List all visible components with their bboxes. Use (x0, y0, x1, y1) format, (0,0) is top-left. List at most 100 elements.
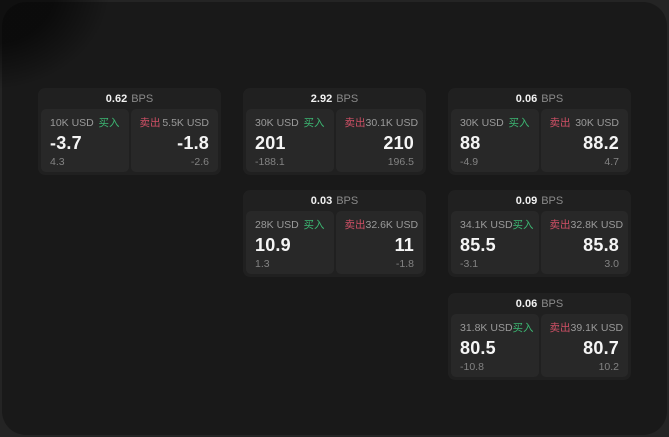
sell-price: 85.8 (583, 235, 619, 256)
quote-card: 0.06 BPS 30K USD 买入 88 -4.9 卖出 30K USD (448, 88, 631, 175)
spread-value: 2.92 (310, 92, 333, 105)
buy-tile-top: 30K USD 买入 (460, 115, 530, 130)
spread-value: 0.06 (515, 92, 538, 105)
sell-side-label: 卖出 (139, 117, 161, 129)
quote-card: 2.92 BPS 30K USD 买入 201 -188.1 卖出 30.1K … (243, 88, 426, 175)
sell-tile-top: 卖出 5.5K USD (140, 115, 210, 130)
quote-card: 0.03 BPS 28K USD 买入 10.9 1.3 卖出 32.6K US… (243, 190, 426, 277)
spread-unit-label: BPS (336, 194, 359, 207)
spread-header: 0.09 BPS (451, 190, 628, 211)
buy-tile[interactable]: 30K USD 买入 201 -188.1 (246, 109, 334, 172)
sell-tile[interactable]: 卖出 5.5K USD -1.8 -2.6 (130, 109, 218, 172)
buy-amount: 31.8K USD (460, 321, 513, 334)
quote-body: 34.1K USD 买入 85.5 -3.1 卖出 32.8K USD 85.8… (451, 211, 628, 274)
buy-price: 10.9 (255, 235, 291, 256)
sell-side-label: 卖出 (549, 219, 571, 231)
buy-tile[interactable]: 30K USD 买入 88 -4.9 (451, 109, 539, 172)
sell-tile[interactable]: 卖出 32.6K USD 11 -1.8 (335, 211, 423, 274)
spread-unit-label: BPS (541, 194, 564, 207)
sell-tile-top: 卖出 32.6K USD (344, 217, 419, 232)
buy-tile[interactable]: 28K USD 买入 10.9 1.3 (246, 211, 334, 274)
buy-side-label: 买入 (303, 219, 325, 231)
quote-body: 28K USD 买入 10.9 1.3 卖出 32.6K USD 11 -1.8 (246, 211, 423, 274)
spread-header: 0.03 BPS (246, 190, 423, 211)
sell-price: 88.2 (583, 133, 619, 154)
buy-tile-top: 10K USD 买入 (50, 115, 120, 130)
sell-side-label: 卖出 (344, 219, 366, 231)
buy-side-label: 买入 (98, 117, 120, 129)
sell-amount: 30K USD (575, 116, 619, 129)
buy-tile[interactable]: 34.1K USD 买入 85.5 -3.1 (451, 211, 539, 274)
buy-side-label: 买入 (303, 117, 325, 129)
quote-body: 30K USD 买入 201 -188.1 卖出 30.1K USD 210 1… (246, 109, 423, 172)
buy-price: 201 (255, 133, 286, 154)
sell-price: 210 (383, 133, 414, 154)
sell-amount: 32.8K USD (570, 218, 624, 231)
sell-delta: -1.8 (395, 257, 414, 270)
quote-card: 0.09 BPS 34.1K USD 买入 85.5 -3.1 卖出 32.8K… (448, 190, 631, 277)
buy-tile[interactable]: 10K USD 买入 -3.7 4.3 (41, 109, 129, 172)
quote-body: 31.8K USD 买入 80.5 -10.8 卖出 39.1K USD 80.… (451, 314, 628, 377)
buy-amount: 34.1K USD (460, 218, 513, 231)
sell-price: 11 (394, 235, 414, 256)
spread-value: 0.03 (310, 194, 333, 207)
spread-header: 0.06 BPS (451, 88, 628, 109)
buy-tile-top: 30K USD 买入 (255, 115, 325, 130)
sell-delta: 196.5 (387, 155, 414, 168)
spread-value: 0.09 (515, 194, 538, 207)
spread-value: 0.62 (105, 92, 128, 105)
sell-delta: 10.2 (598, 360, 619, 373)
spread-header: 0.06 BPS (451, 293, 628, 314)
sell-tile[interactable]: 卖出 32.8K USD 85.8 3.0 (540, 211, 628, 274)
sell-tile-top: 卖出 30.1K USD (344, 115, 419, 130)
buy-delta: 1.3 (255, 257, 270, 270)
spread-unit-label: BPS (131, 92, 154, 105)
sell-tile[interactable]: 卖出 30.1K USD 210 196.5 (335, 109, 423, 172)
sell-tile-top: 卖出 39.1K USD (549, 320, 624, 335)
sell-tile[interactable]: 卖出 39.1K USD 80.7 10.2 (540, 314, 628, 377)
buy-amount: 10K USD (50, 116, 94, 129)
sell-side-label: 卖出 (344, 117, 366, 129)
buy-price: 85.5 (460, 235, 496, 256)
buy-price: 80.5 (460, 338, 496, 359)
sell-side-label: 卖出 (549, 117, 571, 129)
quote-body: 10K USD 买入 -3.7 4.3 卖出 5.5K USD -1.8 -2.… (41, 109, 218, 172)
sell-side-label: 卖出 (549, 322, 571, 334)
sell-delta: 4.7 (604, 155, 619, 168)
spread-header: 2.92 BPS (246, 88, 423, 109)
buy-delta: -10.8 (460, 360, 484, 373)
buy-amount: 30K USD (255, 116, 299, 129)
buy-delta: 4.3 (50, 155, 65, 168)
buy-amount: 30K USD (460, 116, 504, 129)
spread-unit-label: BPS (541, 297, 564, 310)
spread-value: 0.06 (515, 297, 538, 310)
buy-tile-top: 31.8K USD 买入 (460, 320, 534, 335)
sell-price: -1.8 (177, 133, 209, 154)
buy-price: -3.7 (50, 133, 82, 154)
buy-delta: -3.1 (460, 257, 479, 270)
sell-amount: 5.5K USD (162, 116, 209, 129)
quote-card: 0.62 BPS 10K USD 买入 -3.7 4.3 卖出 5.5K USD (38, 88, 221, 175)
buy-tile-top: 34.1K USD 买入 (460, 217, 534, 232)
spread-header: 0.62 BPS (41, 88, 218, 109)
buy-amount: 28K USD (255, 218, 299, 231)
sell-amount: 39.1K USD (570, 321, 624, 334)
sell-tile[interactable]: 卖出 30K USD 88.2 4.7 (540, 109, 628, 172)
sell-delta: 3.0 (604, 257, 619, 270)
buy-side-label: 买入 (512, 219, 534, 231)
buy-side-label: 买入 (508, 117, 530, 129)
buy-tile[interactable]: 31.8K USD 买入 80.5 -10.8 (451, 314, 539, 377)
sell-price: 80.7 (583, 338, 619, 359)
corner-shadow (0, 0, 120, 100)
spread-unit-label: BPS (541, 92, 564, 105)
buy-delta: -188.1 (255, 155, 285, 168)
quote-card: 0.06 BPS 31.8K USD 买入 80.5 -10.8 卖出 39.1… (448, 293, 631, 380)
buy-side-label: 买入 (512, 322, 534, 334)
sell-delta: -2.6 (190, 155, 209, 168)
quote-body: 30K USD 买入 88 -4.9 卖出 30K USD 88.2 4.7 (451, 109, 628, 172)
sell-amount: 32.6K USD (365, 218, 419, 231)
buy-tile-top: 28K USD 买入 (255, 217, 325, 232)
sell-tile-top: 卖出 30K USD (550, 115, 620, 130)
